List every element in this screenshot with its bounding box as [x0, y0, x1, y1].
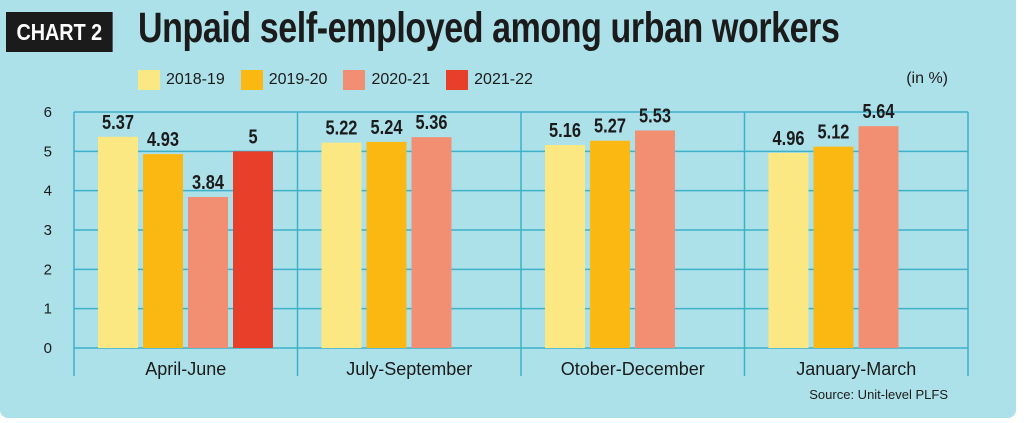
data-label: 5: [248, 125, 257, 148]
data-label: 4.96: [773, 126, 805, 149]
x-tick-label: July-September: [346, 359, 472, 379]
y-tick-label: 4: [44, 183, 52, 200]
data-label: 5.64: [863, 100, 896, 123]
legend-label-2021-22: 2021-22: [474, 71, 533, 88]
chart-tag: CHART 2: [6, 12, 113, 52]
bar-2019-20-1: [366, 141, 407, 348]
data-label: 5.22: [326, 116, 358, 139]
data-label: 5.37: [102, 110, 134, 133]
legend-swatch-2021-22: [446, 70, 469, 90]
data-label: 5.53: [639, 104, 671, 127]
y-tick-label: 5: [44, 143, 52, 160]
y-tick-label: 3: [44, 222, 52, 239]
x-tick-label: January-March: [796, 359, 916, 379]
data-label: 4.93: [147, 127, 179, 150]
legend-swatch-2020-21: [343, 70, 366, 90]
legend-swatch-2019-20: [240, 70, 263, 90]
bar-2019-20-0: [143, 154, 183, 348]
legend: 2018-19 2019-20 2020-21 2021-22: [138, 68, 549, 92]
x-tick-label: Otober-December: [561, 359, 705, 379]
data-label: 5.12: [818, 120, 850, 143]
data-label: 3.84: [192, 170, 225, 193]
bar-2019-20-2: [590, 140, 630, 348]
y-tick-label: 6: [44, 104, 52, 121]
data-label: 5.24: [371, 115, 404, 138]
legend-item-2020-21: 2020-21: [343, 70, 430, 90]
data-label: 5.16: [549, 118, 581, 141]
y-tick-label: 1: [44, 301, 52, 318]
data-label: 5.27: [594, 114, 626, 137]
bar-2018-19-2: [545, 145, 585, 348]
bar-2020-21-2: [635, 130, 675, 348]
legend-label-2020-21: 2020-21: [371, 71, 431, 88]
y-tick-label: 2: [44, 261, 52, 278]
bar-2018-19-1: [321, 142, 362, 348]
legend-label-2019-20: 2019-20: [268, 71, 328, 88]
source-note: Source: Unit-level PLFS: [809, 387, 948, 402]
bar-2020-21-1: [411, 137, 452, 348]
bar-2020-21-3: [858, 126, 899, 348]
unit-label: (in %): [906, 70, 948, 87]
bar-2019-20-3: [813, 146, 854, 348]
bar-2018-19-3: [768, 152, 809, 348]
legend-swatch-2018-19: [138, 70, 160, 90]
legend-label-2018-19: 2018-19: [166, 71, 225, 88]
y-tick-label: 0: [44, 340, 52, 357]
bar-2021-22-0: [233, 151, 273, 348]
x-tick-label: April-June: [145, 359, 226, 379]
chart-title: Unpaid self-employed among urban workers: [138, 4, 840, 52]
bar-2018-19-0: [98, 136, 138, 348]
legend-item-2019-20: 2019-20: [240, 70, 328, 90]
legend-item-2018-19: 2018-19: [138, 70, 225, 90]
data-label: 5.36: [416, 111, 448, 134]
bar-2020-21-0: [188, 196, 228, 348]
legend-item-2021-22: 2021-22: [446, 70, 533, 90]
